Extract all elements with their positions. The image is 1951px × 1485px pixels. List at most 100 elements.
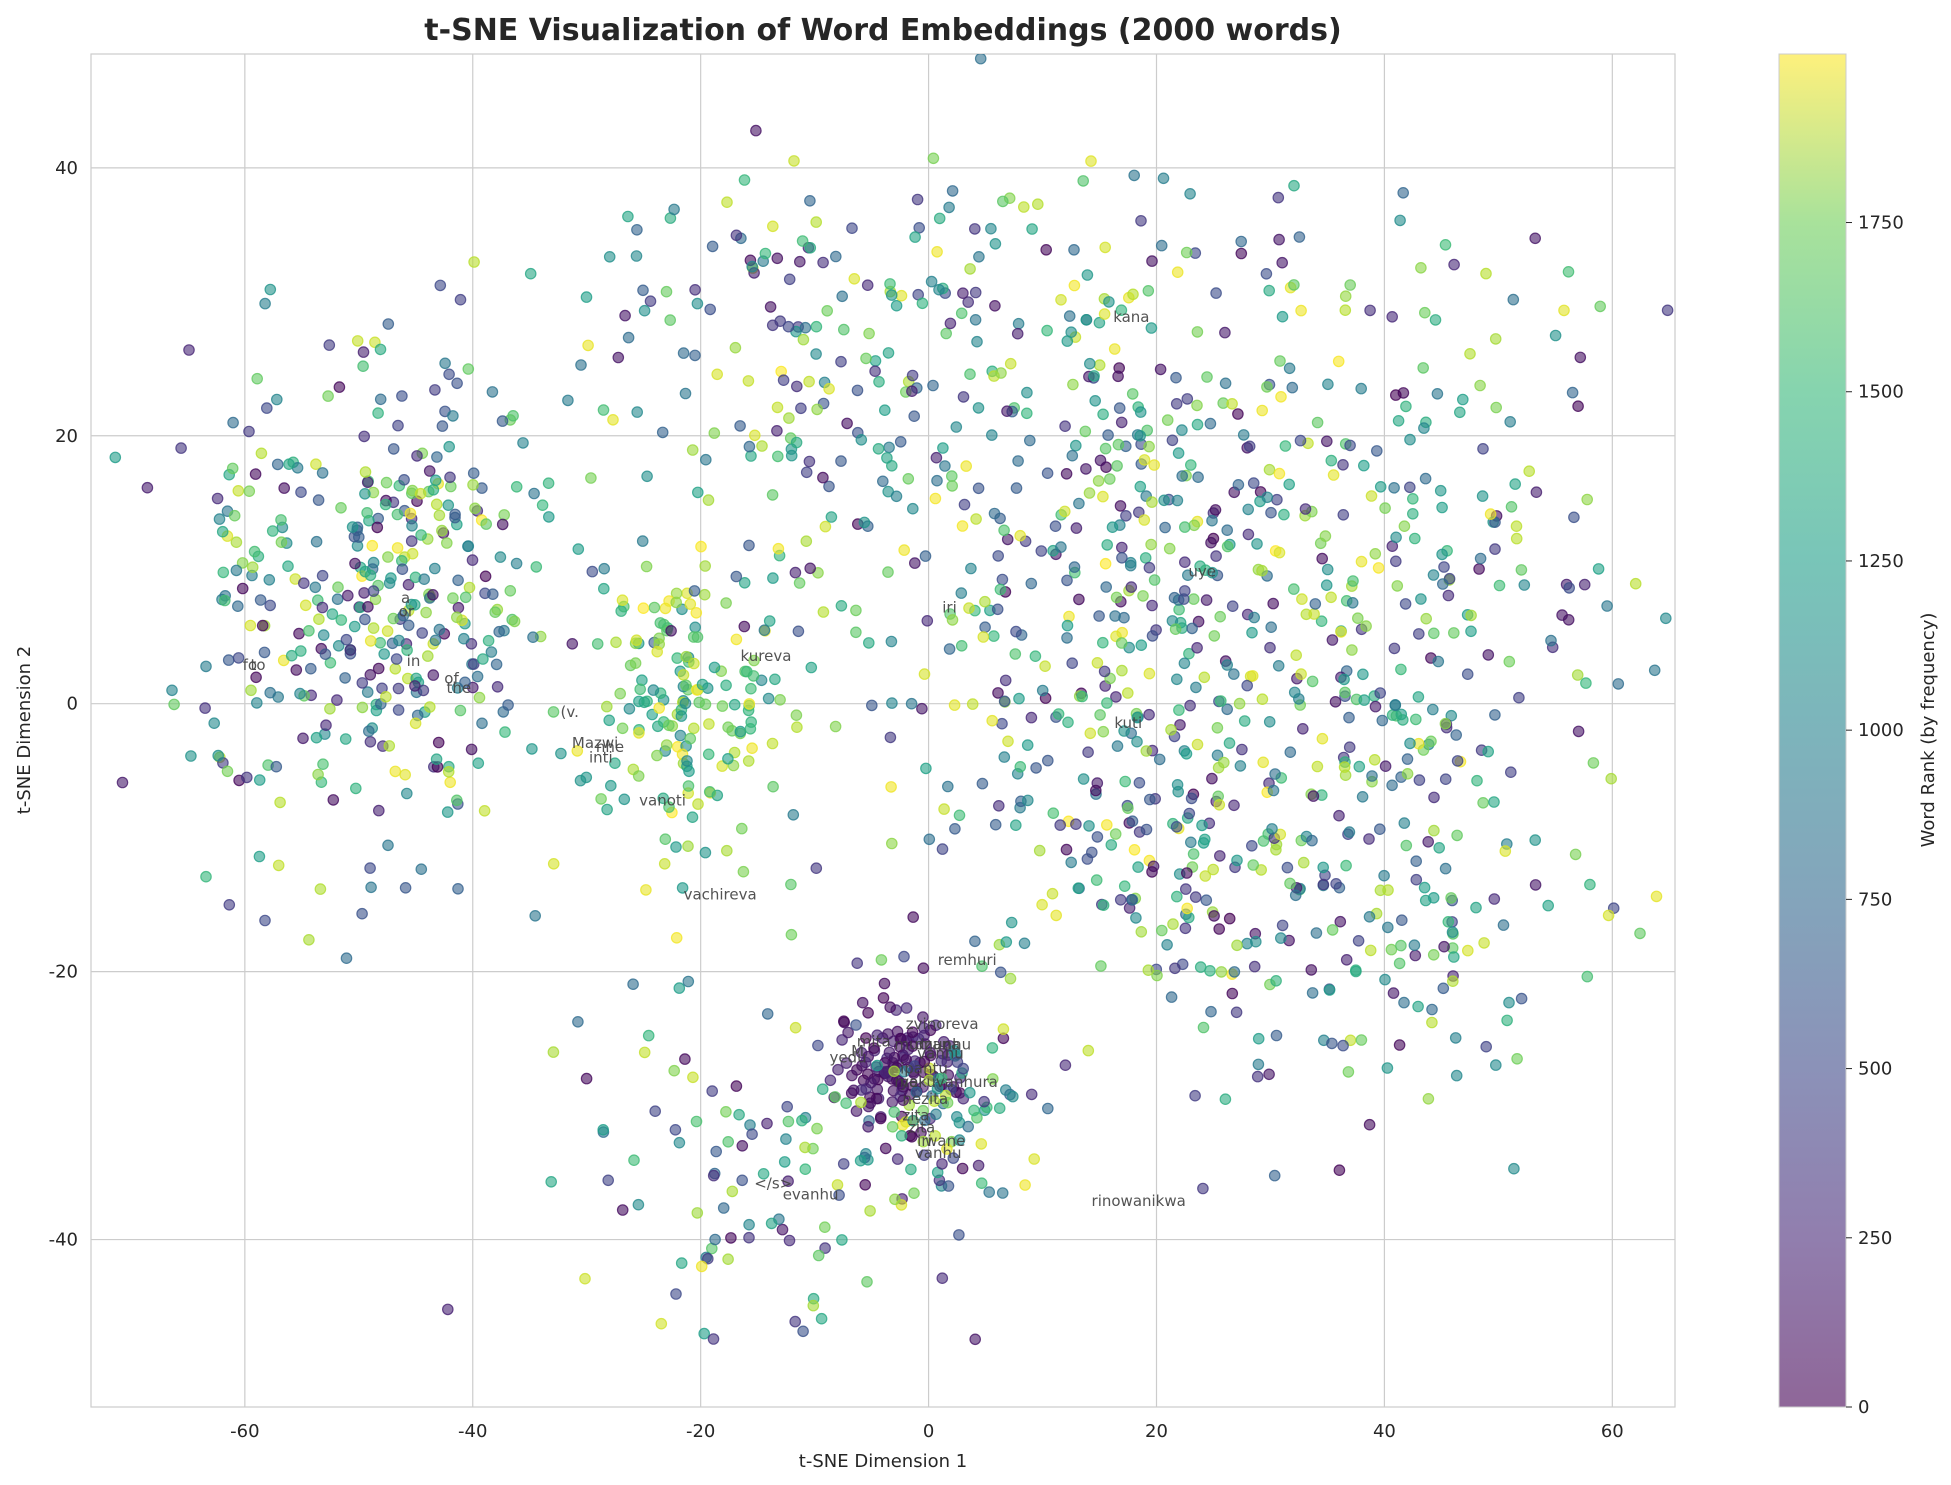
word-point xyxy=(647,684,660,696)
word-point xyxy=(761,1008,774,1020)
word-point xyxy=(479,570,492,583)
word-point xyxy=(1073,593,1085,606)
word-point xyxy=(1061,335,1074,347)
word-point xyxy=(1660,612,1672,625)
word-point xyxy=(929,492,942,505)
x-tick-label: -60 xyxy=(230,1421,259,1442)
word-point xyxy=(1343,826,1356,838)
word-point xyxy=(478,804,491,817)
word-point xyxy=(989,238,1002,250)
word-point xyxy=(1350,965,1362,978)
word-point xyxy=(1484,508,1497,520)
word-point xyxy=(878,977,891,990)
word-point xyxy=(1247,477,1260,489)
word-point xyxy=(1399,598,1412,610)
word-point xyxy=(1251,1070,1264,1083)
word-point xyxy=(217,566,230,579)
word-point xyxy=(420,606,432,619)
word-point xyxy=(364,635,377,647)
word-point xyxy=(1317,878,1330,891)
word-point xyxy=(1294,434,1307,447)
word-point xyxy=(1317,861,1329,874)
word-point xyxy=(1052,708,1065,720)
word-point xyxy=(1000,936,1013,948)
word-point xyxy=(1179,922,1192,935)
word-point xyxy=(1126,815,1139,827)
word-point xyxy=(799,1141,811,1154)
word-point xyxy=(1221,524,1233,536)
word-point xyxy=(274,796,286,809)
word-point xyxy=(1026,223,1038,235)
word-point xyxy=(466,681,479,694)
word-point xyxy=(1515,564,1528,576)
word-point xyxy=(909,231,921,243)
word-point xyxy=(721,196,733,208)
word-point xyxy=(637,284,649,297)
word-point xyxy=(530,561,543,573)
word-point xyxy=(996,717,1008,730)
word-point xyxy=(722,1253,734,1265)
word-point xyxy=(975,1138,988,1150)
word-point xyxy=(902,472,915,485)
word-point xyxy=(836,1034,848,1046)
word-point xyxy=(1320,579,1333,591)
word-point xyxy=(1184,699,1196,712)
word-point xyxy=(359,466,372,478)
word-point xyxy=(646,708,658,721)
word-point xyxy=(1386,779,1398,792)
word-point xyxy=(496,518,509,531)
word-point xyxy=(352,531,365,543)
word-point xyxy=(842,1026,854,1039)
word-point xyxy=(1358,459,1370,472)
word-point xyxy=(1170,820,1183,833)
word-point xyxy=(340,952,353,964)
word-point xyxy=(955,639,968,652)
word-point xyxy=(1315,615,1328,627)
word-point xyxy=(416,627,428,639)
word-point xyxy=(1580,677,1592,689)
word-point xyxy=(1109,610,1121,622)
word-point xyxy=(1497,919,1510,931)
word-point xyxy=(1584,878,1596,891)
word-point xyxy=(1221,703,1233,716)
word-point xyxy=(1289,889,1302,902)
word-point xyxy=(1381,1062,1394,1074)
word-point xyxy=(391,542,404,554)
word-point xyxy=(444,776,456,789)
word-point xyxy=(1118,725,1130,737)
word-point xyxy=(614,687,626,700)
word-point xyxy=(969,935,981,948)
word-annotation: rinowanikwa xyxy=(1092,1192,1186,1210)
word-point xyxy=(631,406,643,418)
word-point xyxy=(873,375,885,388)
word-point xyxy=(1422,1093,1435,1105)
word-point xyxy=(1263,284,1275,297)
word-point xyxy=(1401,767,1414,780)
y-tick-label: -40 xyxy=(49,1230,78,1251)
word-point xyxy=(1268,1169,1281,1182)
word-point xyxy=(793,255,806,268)
word-point xyxy=(400,787,413,800)
word-point xyxy=(366,539,379,552)
word-point xyxy=(579,1272,591,1285)
word-point xyxy=(945,470,958,482)
word-point xyxy=(807,1299,820,1312)
word-point xyxy=(673,1136,686,1149)
word-point xyxy=(785,449,798,462)
word-point xyxy=(402,619,415,632)
word-point xyxy=(1080,313,1093,326)
word-point xyxy=(1251,538,1263,550)
word-point xyxy=(1246,626,1258,639)
word-point xyxy=(392,419,404,432)
word-point xyxy=(894,435,907,448)
word-point xyxy=(1081,269,1094,281)
word-point xyxy=(1503,655,1516,668)
word-point xyxy=(1185,792,1198,805)
word-point xyxy=(1263,1068,1275,1081)
word-point xyxy=(1049,520,1062,532)
word-point xyxy=(1004,357,1017,370)
word-point xyxy=(459,591,472,604)
word-point xyxy=(571,745,584,757)
word-point xyxy=(1174,719,1186,731)
